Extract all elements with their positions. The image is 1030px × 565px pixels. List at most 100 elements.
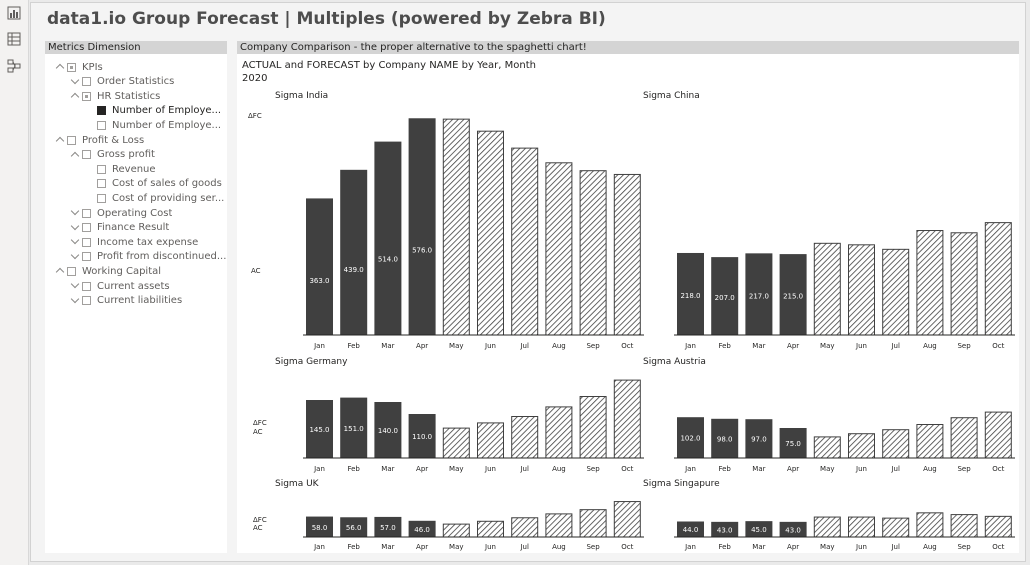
checkbox[interactable] (82, 296, 91, 306)
checkbox[interactable] (97, 193, 106, 203)
actual-bar[interactable] (711, 521, 739, 537)
tree-item[interactable]: Gross profit (70, 148, 155, 162)
actual-bar[interactable] (408, 414, 436, 458)
tree-item[interactable]: KPIs (55, 60, 103, 74)
forecast-bar[interactable] (950, 417, 978, 459)
forecast-bar[interactable] (442, 118, 470, 336)
actual-bar[interactable] (677, 417, 704, 458)
forecast-bar[interactable] (984, 222, 1012, 336)
tree-item[interactable]: Number of Employe... (85, 118, 221, 132)
tree-item[interactable]: Profit from discontinued... (70, 250, 226, 264)
forecast-bar[interactable] (882, 429, 910, 459)
checkbox[interactable] (82, 150, 91, 160)
forecast-bar[interactable] (848, 516, 875, 538)
checkbox[interactable] (97, 164, 106, 174)
actual-bar[interactable] (340, 169, 368, 335)
forecast-bar[interactable] (813, 242, 841, 336)
tree-item[interactable]: Cost of providing ser... (85, 191, 224, 205)
tree-item[interactable]: Order Statistics (70, 75, 174, 89)
tree-item[interactable]: HR Statistics (70, 89, 160, 103)
actual-bar[interactable] (374, 141, 402, 335)
x-tick-label: Mar (752, 342, 765, 350)
forecast-bar[interactable] (916, 512, 944, 538)
forecast-bar[interactable] (848, 433, 875, 459)
data-view-icon[interactable] (7, 32, 21, 46)
checkbox[interactable] (97, 120, 106, 130)
forecast-bar[interactable] (477, 422, 504, 459)
forecast-bar[interactable] (545, 513, 573, 538)
actual-bar[interactable] (340, 517, 368, 537)
report-view-icon[interactable] (7, 6, 21, 20)
forecast-bar[interactable] (579, 509, 607, 538)
slicer-header: Metrics Dimension (45, 41, 227, 54)
actual-bar[interactable] (779, 521, 807, 537)
tree-item[interactable]: Current assets (70, 279, 170, 293)
forecast-bar[interactable] (442, 523, 470, 538)
forecast-bar[interactable] (511, 517, 539, 538)
forecast-bar[interactable] (579, 396, 607, 459)
tree-item[interactable]: Finance Result (70, 221, 169, 235)
checkbox[interactable] (97, 179, 106, 189)
checkbox[interactable] (82, 281, 91, 291)
model-view-icon[interactable] (7, 59, 21, 73)
actual-bar[interactable] (779, 254, 807, 335)
forecast-bar[interactable] (813, 436, 841, 459)
forecast-bar[interactable] (848, 244, 875, 336)
actual-bar[interactable] (711, 257, 739, 335)
actual-bar[interactable] (745, 521, 773, 537)
tree-item[interactable]: Revenue (85, 162, 156, 176)
forecast-bar[interactable] (579, 170, 607, 336)
forecast-bar[interactable] (813, 516, 841, 538)
tree-item[interactable]: Operating Cost (70, 206, 172, 220)
forecast-bar[interactable] (950, 514, 978, 538)
forecast-bar[interactable] (545, 406, 573, 459)
forecast-bar[interactable] (916, 424, 944, 459)
forecast-bar[interactable] (984, 411, 1012, 459)
checkbox[interactable] (82, 91, 91, 101)
tree-item[interactable]: Income tax expense (70, 235, 198, 249)
forecast-bar[interactable] (950, 232, 978, 336)
forecast-bar[interactable] (442, 427, 470, 459)
forecast-bar[interactable] (477, 130, 504, 336)
actual-bar[interactable] (677, 521, 704, 537)
forecast-bar[interactable] (511, 147, 539, 336)
forecast-bar[interactable] (545, 162, 573, 336)
forecast-bar[interactable] (477, 520, 504, 538)
forecast-bar[interactable] (613, 379, 641, 459)
tree-item[interactable]: Current liabilities (70, 294, 182, 308)
tree-item[interactable]: Working Capital (55, 264, 161, 278)
checkbox[interactable] (82, 77, 91, 87)
checkbox[interactable] (82, 223, 91, 233)
actual-bar[interactable] (408, 520, 436, 537)
actual-bar[interactable] (677, 252, 704, 335)
actual-bar[interactable] (374, 402, 402, 458)
forecast-bar[interactable] (613, 173, 641, 336)
checkbox[interactable] (82, 237, 91, 247)
forecast-bar[interactable] (882, 248, 910, 336)
actual-bar[interactable] (306, 198, 333, 335)
actual-bar[interactable] (745, 419, 773, 458)
forecast-bar[interactable] (916, 230, 944, 336)
actual-bar[interactable] (745, 253, 773, 335)
checkbox[interactable] (67, 62, 76, 72)
chart-title: Sigma India (275, 91, 328, 101)
actual-bar[interactable] (408, 118, 436, 336)
tree-item[interactable]: Number of Employe... (85, 104, 221, 118)
checkbox[interactable] (67, 135, 76, 145)
actual-bar[interactable] (306, 400, 333, 458)
actual-bar[interactable] (340, 397, 368, 458)
forecast-bar[interactable] (984, 515, 1012, 538)
tree-item[interactable]: Cost of sales of goods (85, 177, 222, 191)
forecast-bar[interactable] (511, 416, 539, 459)
tree-item[interactable]: Profit & Loss (55, 133, 144, 147)
actual-bar[interactable] (306, 516, 333, 537)
actual-bar[interactable] (374, 516, 402, 537)
actual-bar[interactable] (779, 428, 807, 458)
forecast-bar[interactable] (882, 517, 910, 538)
checkbox[interactable] (97, 106, 106, 116)
actual-bar[interactable] (711, 418, 739, 458)
checkbox[interactable] (82, 208, 91, 218)
checkbox[interactable] (82, 252, 91, 262)
checkbox[interactable] (67, 266, 76, 276)
forecast-bar[interactable] (613, 501, 641, 538)
